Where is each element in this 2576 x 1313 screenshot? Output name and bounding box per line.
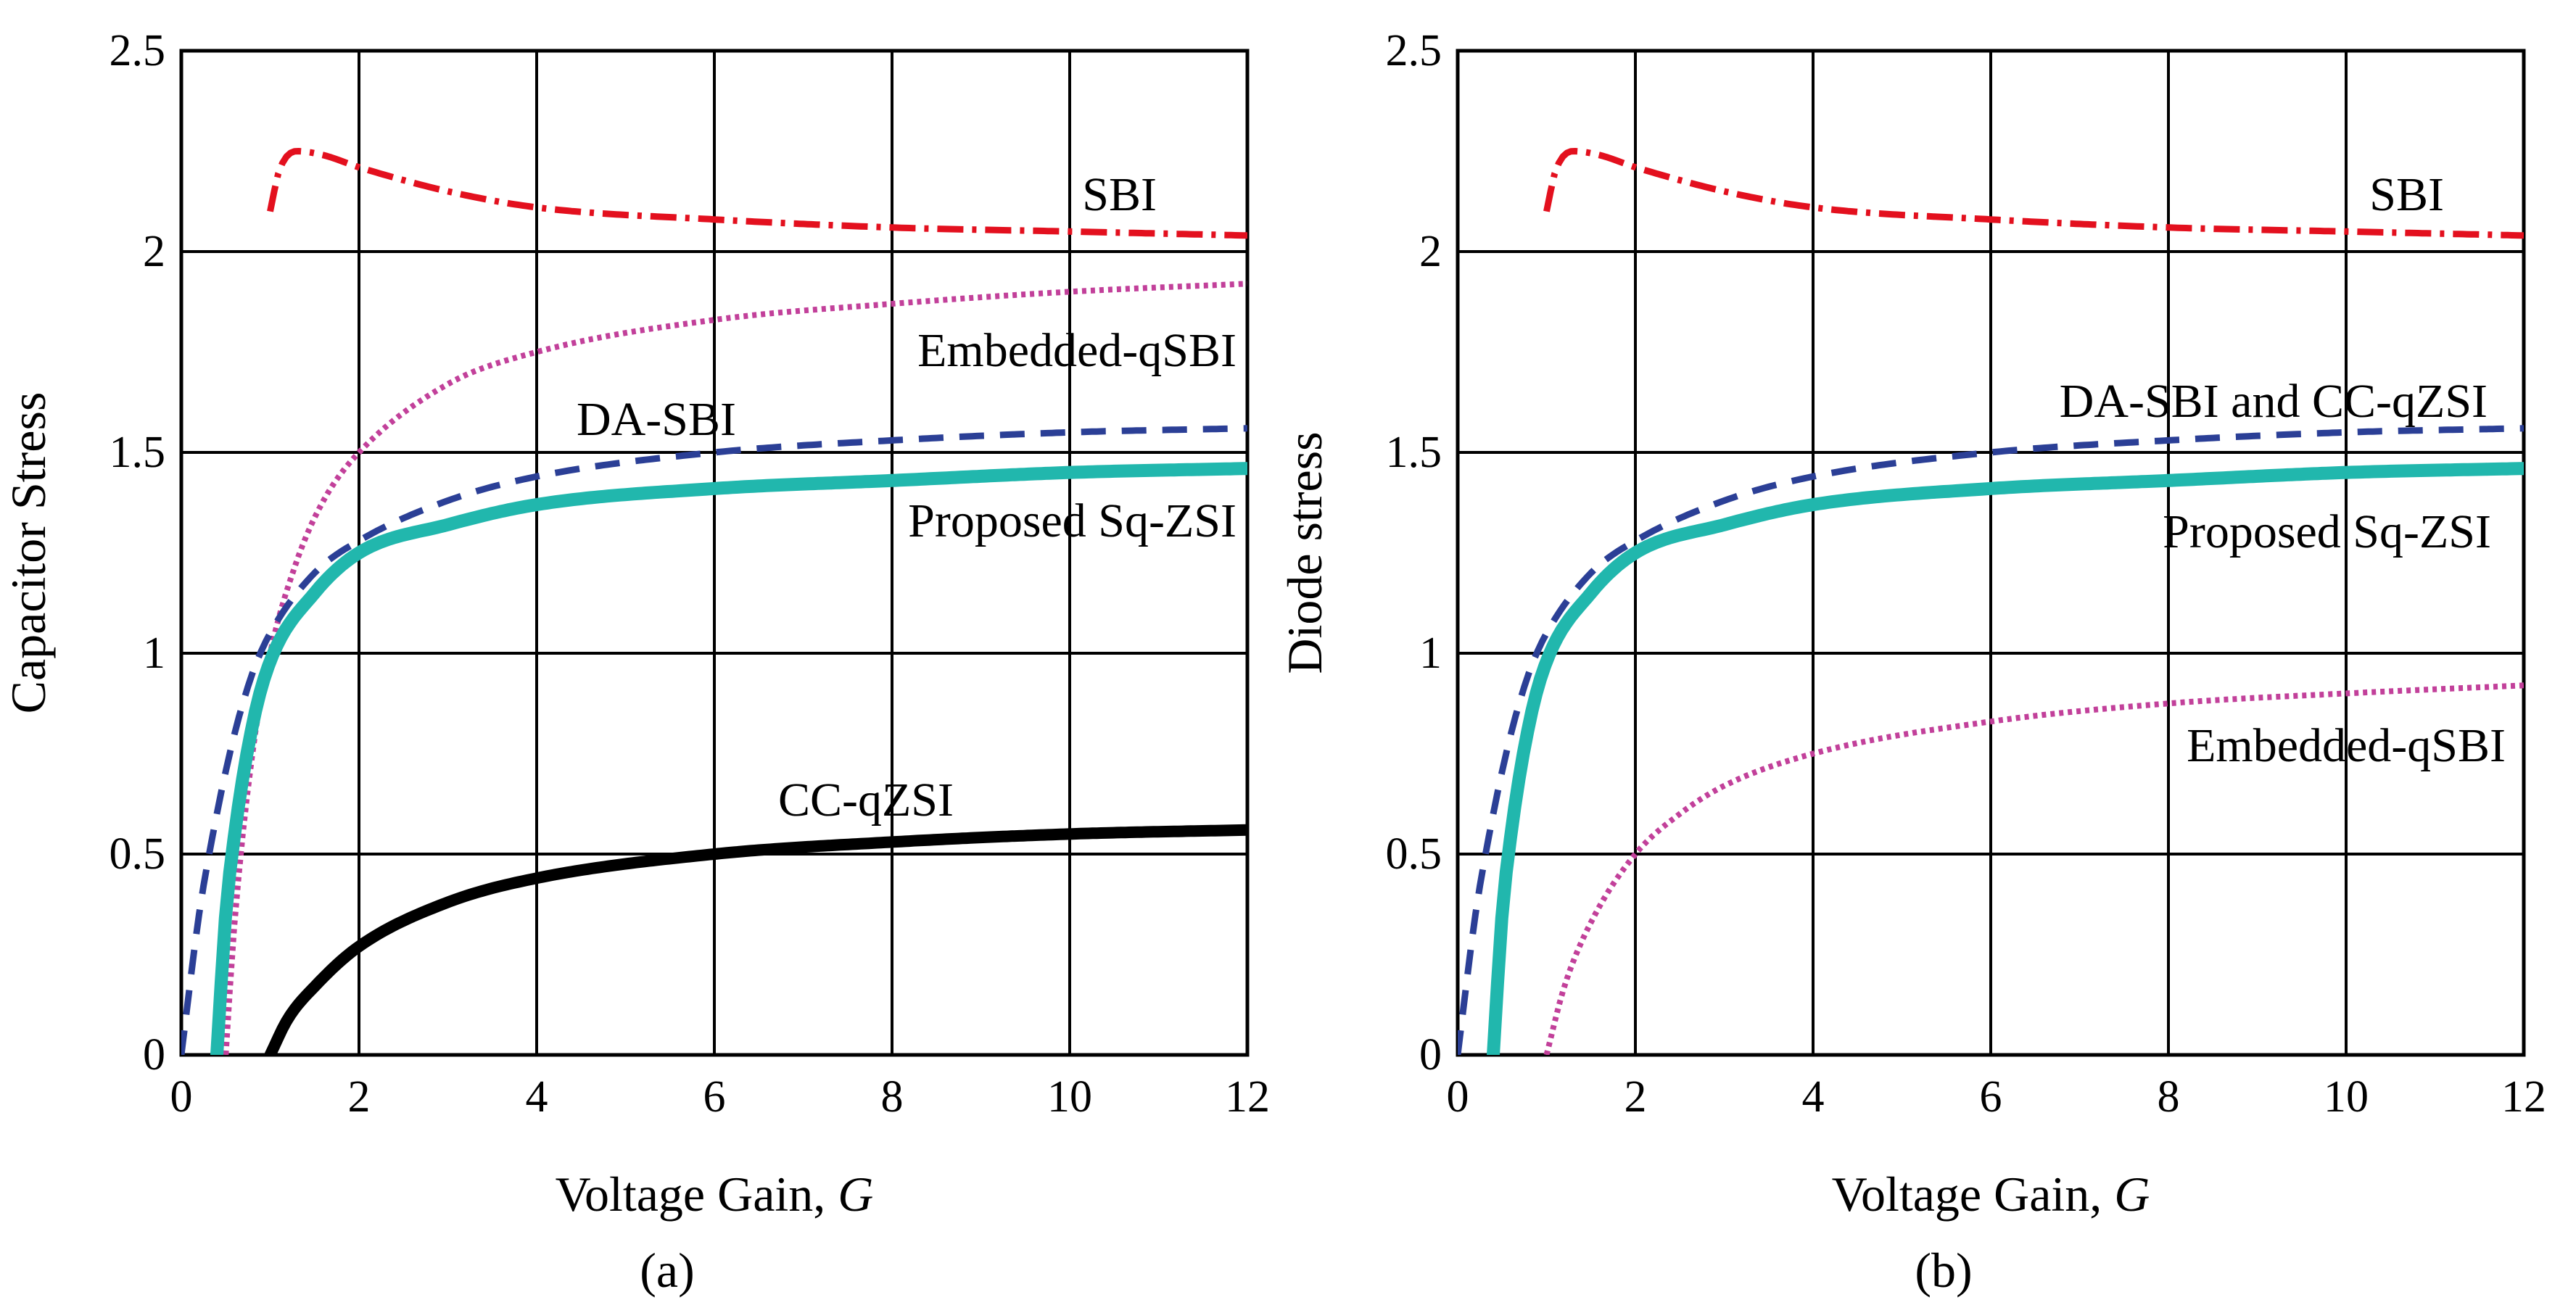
chart-panel-b: 0 2 4 6 8 10 12 0 0.5 1 1.5 2 2.5 SBI DA-SBI and CC-qZ…	[1277, 26, 2546, 1298]
series-line-proposed-sq-zsi	[1487, 462, 2524, 1055]
panel-caption: (b)	[1915, 1243, 1972, 1298]
y-tick-label: 1	[1419, 629, 1442, 678]
series-line-proposed-sq-zsi	[210, 462, 1247, 1055]
series-label: SBI	[1082, 168, 1157, 221]
x-tick-label: 4	[526, 1072, 548, 1122]
y-tick-label: 2.5	[1386, 26, 1442, 75]
x-tick-label: 0	[1447, 1072, 1469, 1122]
series-label: DA-SBI	[577, 393, 736, 446]
series-line-sbi	[267, 148, 1247, 239]
series-label: Embedded-qSBI	[2187, 719, 2506, 772]
panel-caption: (a)	[640, 1243, 694, 1298]
x-tick-label: 8	[881, 1072, 904, 1122]
x-tick-label: 12	[2501, 1072, 2546, 1122]
series-line-embedded-qsbi	[223, 281, 1247, 1055]
x-tick-label: 4	[1802, 1072, 1825, 1122]
y-tick-label: 0.5	[110, 829, 166, 879]
x-tick-label: 8	[2158, 1072, 2180, 1122]
series-label: DA-SBI and CC-qZSI	[2060, 375, 2488, 428]
series-label: Proposed Sq-ZSI	[908, 494, 1237, 547]
x-tick-label: 6	[703, 1072, 726, 1122]
series-label: CC-qZSI	[778, 774, 954, 827]
y-tick-label: 1	[143, 629, 165, 678]
y-tick-label: 2	[1419, 227, 1442, 276]
x-tick-label: 0	[170, 1072, 193, 1122]
series-label: Embedded-qSBI	[917, 324, 1237, 377]
chart-panel-a: 0 2 4 6 8 10 12 0 0.5 1 1.5 2 2.5 SBI Embedded-qSBI DA-…	[1, 26, 1270, 1298]
y-tick-label: 2	[143, 227, 165, 276]
y-axis-title: Diode stress	[1277, 431, 1332, 674]
series-line-sbi	[1543, 148, 2524, 239]
y-tick-label: 0.5	[1386, 829, 1442, 879]
x-axis-title: Voltage Gain, G	[1832, 1167, 2150, 1222]
y-tick-label: 2.5	[110, 26, 166, 75]
y-tick-label: 1.5	[1386, 428, 1442, 477]
y-axis-title: Capacitor Stress	[1, 392, 56, 714]
x-tick-label: 10	[2324, 1072, 2369, 1122]
series-label: SBI	[2369, 168, 2444, 221]
x-axis-title: Voltage Gain, G	[556, 1167, 874, 1222]
series-line-cc-qzsi	[264, 824, 1247, 1055]
x-tick-label: 2	[1625, 1072, 1647, 1122]
x-tick-label: 6	[1980, 1072, 2002, 1122]
series-line-embedded-qsbi	[1543, 682, 2524, 1055]
y-tick-label: 0	[1419, 1030, 1442, 1080]
x-tick-label: 2	[348, 1072, 371, 1122]
x-tick-label: 10	[1047, 1072, 1092, 1122]
plot-frame	[1456, 49, 2526, 1057]
series-label: Proposed Sq-ZSI	[2163, 505, 2491, 558]
plot-frame	[179, 49, 1250, 1057]
y-tick-label: 1.5	[110, 428, 166, 477]
x-tick-label: 12	[1225, 1072, 1270, 1122]
y-tick-label: 0	[143, 1030, 165, 1080]
